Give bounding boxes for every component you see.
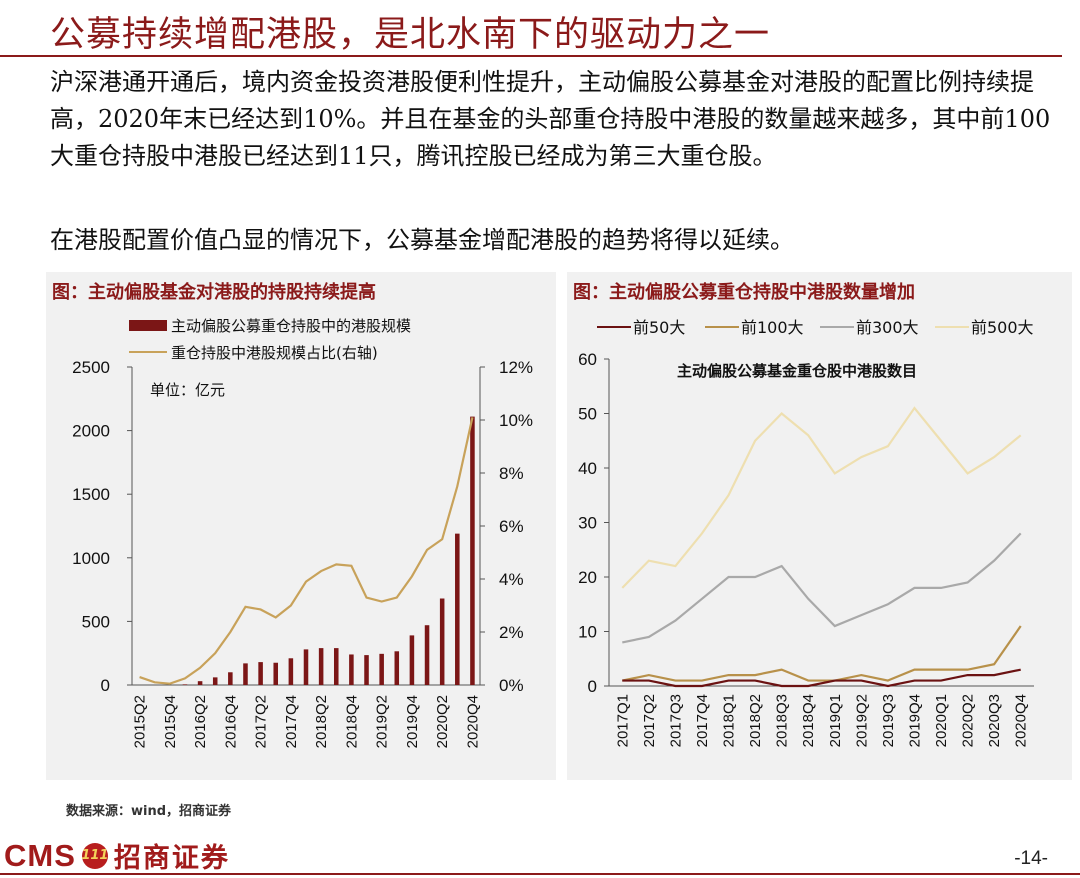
- series-line: [622, 668, 1021, 688]
- y-tick-label: 60: [578, 350, 597, 369]
- x-tick-label: 2020Q4: [1013, 694, 1030, 747]
- title-divider: [0, 55, 1062, 57]
- bar: [333, 648, 339, 685]
- y-tick-label: 0: [588, 677, 597, 696]
- x-tick-label: 2015Q2: [132, 695, 149, 748]
- y-tick-label-right: 8%: [499, 464, 524, 483]
- x-tick-label: 2017Q4: [283, 695, 300, 748]
- y-tick-label: 10: [578, 623, 597, 642]
- y-tick-label-right: 10%: [499, 411, 533, 430]
- y-tick-label-right: 12%: [499, 358, 533, 377]
- x-tick-label: 2018Q4: [800, 694, 817, 747]
- x-tick-label: 2016Q4: [222, 695, 239, 748]
- bar: [243, 663, 248, 685]
- bar: [409, 635, 415, 685]
- bar: [303, 649, 309, 685]
- chart-panel-title: 图：主动偏股基金对港股的持股持续提高: [52, 282, 376, 303]
- x-tick-label: 2017Q1: [614, 694, 631, 747]
- logo-badge-icon: 111: [81, 842, 108, 869]
- y-tick-label: 30: [578, 514, 597, 533]
- x-tick-label: 2015Q4: [162, 695, 179, 748]
- series-line: [622, 625, 1022, 682]
- series-line: [621, 406, 1022, 589]
- x-tick-label: 2017Q3: [667, 694, 684, 747]
- logo-cms-text: CMS: [4, 837, 76, 873]
- y-tick-label-left: 0: [101, 676, 110, 695]
- x-tick-label: 2020Q3: [986, 694, 1003, 747]
- bar: [439, 598, 445, 685]
- unit-label: 单位：亿元: [150, 381, 225, 399]
- y-tick-label-right: 6%: [499, 517, 524, 536]
- x-tick-label: 2019Q2: [853, 694, 870, 747]
- x-tick-label: 2018Q2: [313, 695, 330, 748]
- bar: [470, 416, 475, 685]
- x-tick-label: 2020Q2: [960, 694, 977, 747]
- legend-swatch-bar: [129, 320, 167, 331]
- series-line-share: [139, 417, 474, 685]
- legend-label: 前500大: [971, 318, 1034, 337]
- legend-label: 前50大: [633, 318, 685, 337]
- chart-panel-hk-holdings: 图：主动偏股基金对港股的持股持续提高 主动偏股公募重仓持股中的港股规模 重仓持股中…: [46, 272, 556, 780]
- bar: [318, 648, 324, 685]
- x-tick-label: 2018Q3: [774, 694, 791, 747]
- bar: [258, 662, 263, 685]
- y-tick-label-left: 2500: [72, 358, 110, 377]
- body-paragraph-1: 沪深港通开通后，境内资金投资港股便利性提升，主动偏股公募基金对港股的配置比例持续…: [50, 68, 1051, 170]
- bar: [379, 653, 384, 685]
- bar: [288, 658, 294, 685]
- x-tick-label: 2019Q3: [880, 694, 897, 747]
- data-source-note: 数据来源：wind，招商证券: [66, 804, 232, 819]
- y-tick-label: 20: [578, 568, 597, 587]
- x-tick-label: 2016Q2: [192, 695, 209, 748]
- legend-label: 前300大: [856, 318, 919, 337]
- x-tick-label: 2020Q4: [464, 695, 481, 748]
- legend-label: 前100大: [741, 318, 804, 337]
- bar: [228, 672, 233, 685]
- x-tick-label: 2019Q2: [374, 695, 391, 748]
- page-number: -14-: [1014, 848, 1048, 869]
- x-tick-label: 2020Q1: [933, 694, 950, 747]
- y-tick-label-left: 2000: [72, 422, 110, 441]
- series-line: [622, 532, 1022, 644]
- bar: [182, 684, 188, 685]
- y-tick-label-left: 1000: [72, 549, 110, 568]
- y-tick-label: 40: [578, 459, 597, 478]
- chart-title: 主动偏股公募基金重仓股中港股数目: [677, 362, 917, 380]
- slide-title: 公募持续增配港股，是北水南下的驱动力之一: [50, 15, 771, 55]
- bar: [273, 662, 279, 685]
- footer-divider: [0, 873, 1080, 875]
- x-tick-label: 2018Q4: [343, 695, 360, 748]
- y-tick-label-right: 0%: [499, 676, 524, 695]
- chart-panel-hk-count: 图：主动偏股公募重仓持股中港股数量增加 前50大 前100大 前300大 前500大主…: [567, 272, 1072, 780]
- bar: [212, 677, 218, 685]
- y-tick-label-left: 1500: [72, 485, 110, 504]
- chart-panel-title: 图：主动偏股公募重仓持股中港股数量增加: [573, 282, 915, 303]
- bar: [349, 654, 354, 685]
- bar: [455, 533, 460, 685]
- x-tick-label: 2017Q2: [253, 695, 270, 748]
- y-tick-label-right: 4%: [499, 570, 524, 589]
- company-logo: CMS 111 招商证券: [4, 836, 230, 875]
- x-tick-label: 2017Q2: [641, 694, 658, 747]
- bar: [364, 655, 369, 685]
- x-tick-label: 2017Q4: [694, 694, 711, 747]
- x-tick-label: 2018Q1: [721, 694, 738, 747]
- x-tick-label: 2018Q2: [747, 694, 764, 747]
- logo-company-name: 招商证券: [113, 843, 230, 874]
- bar: [394, 651, 400, 685]
- body-paragraph-2: 在港股配置价值凸显的情况下，公募基金增配港股的趋势将得以延续。: [50, 226, 794, 254]
- legend-label: 主动偏股公募重仓持股中的港股规模: [171, 317, 411, 335]
- bar: [424, 625, 430, 685]
- x-tick-label: 2019Q4: [404, 695, 421, 748]
- x-tick-label: 2019Q4: [906, 694, 923, 747]
- x-tick-label: 2019Q1: [827, 694, 844, 747]
- bar: [197, 681, 203, 685]
- x-tick-label: 2020Q2: [434, 695, 451, 748]
- y-tick-label-right: 2%: [499, 623, 524, 642]
- y-tick-label-left: 500: [82, 612, 110, 631]
- y-tick-label: 50: [578, 405, 597, 424]
- legend-label: 重仓持股中港股规模占比(右轴): [171, 344, 378, 362]
